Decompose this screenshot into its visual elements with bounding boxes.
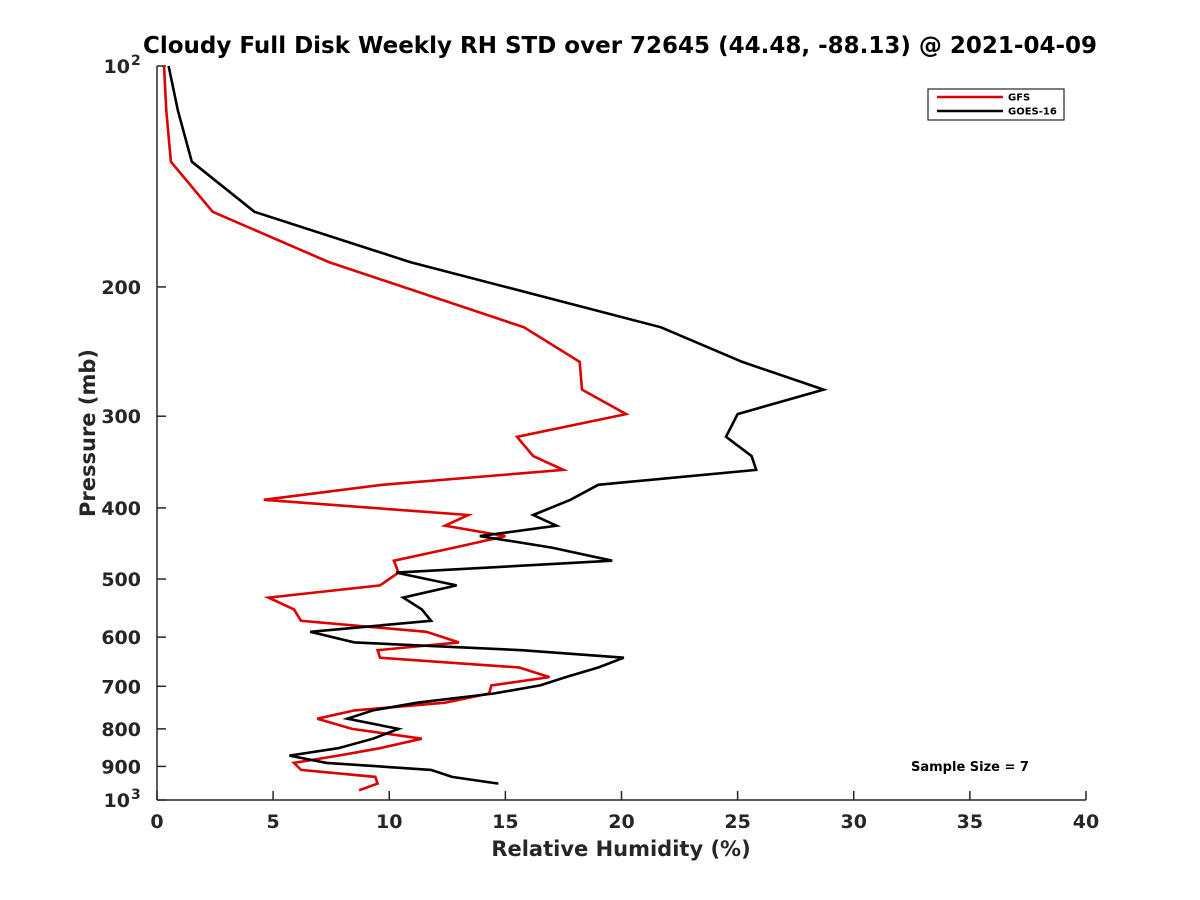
legend-label-gfs: GFS (1008, 93, 1030, 104)
y-tick-exponent: 2 (131, 53, 141, 69)
x-axis-label: Relative Humidity (%) (491, 837, 750, 861)
y-tick-label: 600 (101, 627, 141, 649)
x-tick-label: 5 (267, 811, 280, 833)
y-tick-label: 800 (101, 719, 141, 741)
y-tick-label: 900 (101, 756, 141, 778)
sample-size-annotation: Sample Size = 7 (911, 760, 1029, 775)
y-tick-label: 300 (101, 406, 141, 428)
y-tick-exponent: 3 (131, 787, 141, 803)
series-layer (162, 65, 828, 792)
x-tick-label: 10 (376, 811, 402, 833)
x-tick-label: 15 (492, 811, 518, 833)
x-tick-label: 35 (957, 811, 983, 833)
y-tick-label: 200 (101, 277, 141, 299)
x-tick-label: 25 (724, 811, 750, 833)
x-tick-label: 30 (841, 811, 867, 833)
legend: GFS GOES-16 (927, 88, 1065, 121)
y-axis-label: Pressure (mb) (76, 349, 100, 517)
y-tick-label: 700 (101, 676, 141, 698)
y-tick-label: 10 (104, 56, 130, 78)
x-tick-label: 0 (150, 811, 163, 833)
legend-box (927, 88, 1065, 121)
x-tick-group: 0 5 10 15 20 25 30 35 40 (150, 791, 1099, 833)
y-tick-label: 10 (104, 790, 130, 812)
series-line-gfs (162, 65, 630, 792)
y-tick-label: 400 (101, 498, 141, 520)
series-line-goes16 (167, 65, 828, 785)
x-tick-label: 20 (608, 811, 634, 833)
x-tick-label: 40 (1073, 811, 1099, 833)
legend-label-goes16: GOES-16 (1008, 107, 1057, 118)
y-tick-label: 500 (101, 569, 141, 591)
chart-title: Cloudy Full Disk Weekly RH STD over 7264… (143, 33, 1097, 59)
x-axis: 0 5 10 15 20 25 30 35 40 Relative Humidity (%) (150, 791, 1099, 861)
